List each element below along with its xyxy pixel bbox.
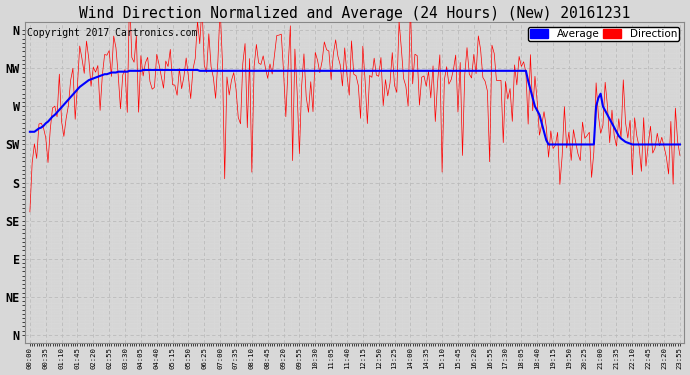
Text: Copyright 2017 Cartronics.com: Copyright 2017 Cartronics.com — [27, 28, 197, 38]
Legend: Average, Direction: Average, Direction — [528, 27, 679, 41]
Title: Wind Direction Normalized and Average (24 Hours) (New) 20161231: Wind Direction Normalized and Average (2… — [79, 6, 631, 21]
